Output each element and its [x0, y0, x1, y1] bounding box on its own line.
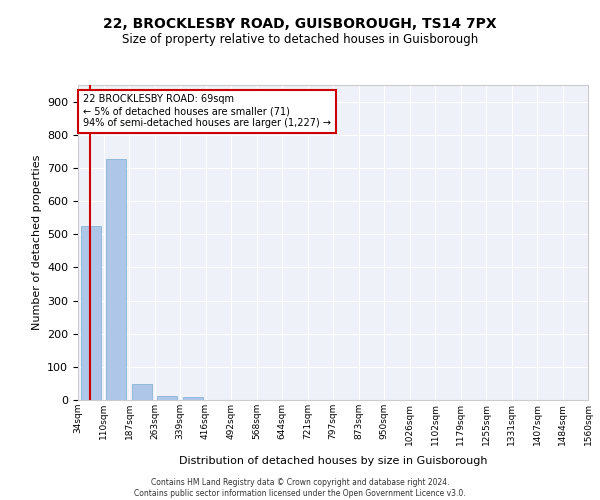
Y-axis label: Number of detached properties: Number of detached properties	[32, 155, 41, 330]
Bar	[106, 159, 127, 400]
Text: Size of property relative to detached houses in Guisborough: Size of property relative to detached ho…	[122, 32, 478, 46]
Text: 22 BROCKLESBY ROAD: 69sqm
← 5% of detached houses are smaller (71)
94% of semi-d: 22 BROCKLESBY ROAD: 69sqm ← 5% of detach…	[83, 94, 331, 128]
Text: 22, BROCKLESBY ROAD, GUISBOROUGH, TS14 7PX: 22, BROCKLESBY ROAD, GUISBOROUGH, TS14 7…	[103, 18, 497, 32]
Bar	[157, 396, 178, 400]
Bar	[182, 398, 203, 400]
Text: Contains HM Land Registry data © Crown copyright and database right 2024.
Contai: Contains HM Land Registry data © Crown c…	[134, 478, 466, 498]
Bar	[80, 226, 101, 400]
X-axis label: Distribution of detached houses by size in Guisborough: Distribution of detached houses by size …	[179, 456, 487, 466]
Bar	[131, 384, 152, 400]
